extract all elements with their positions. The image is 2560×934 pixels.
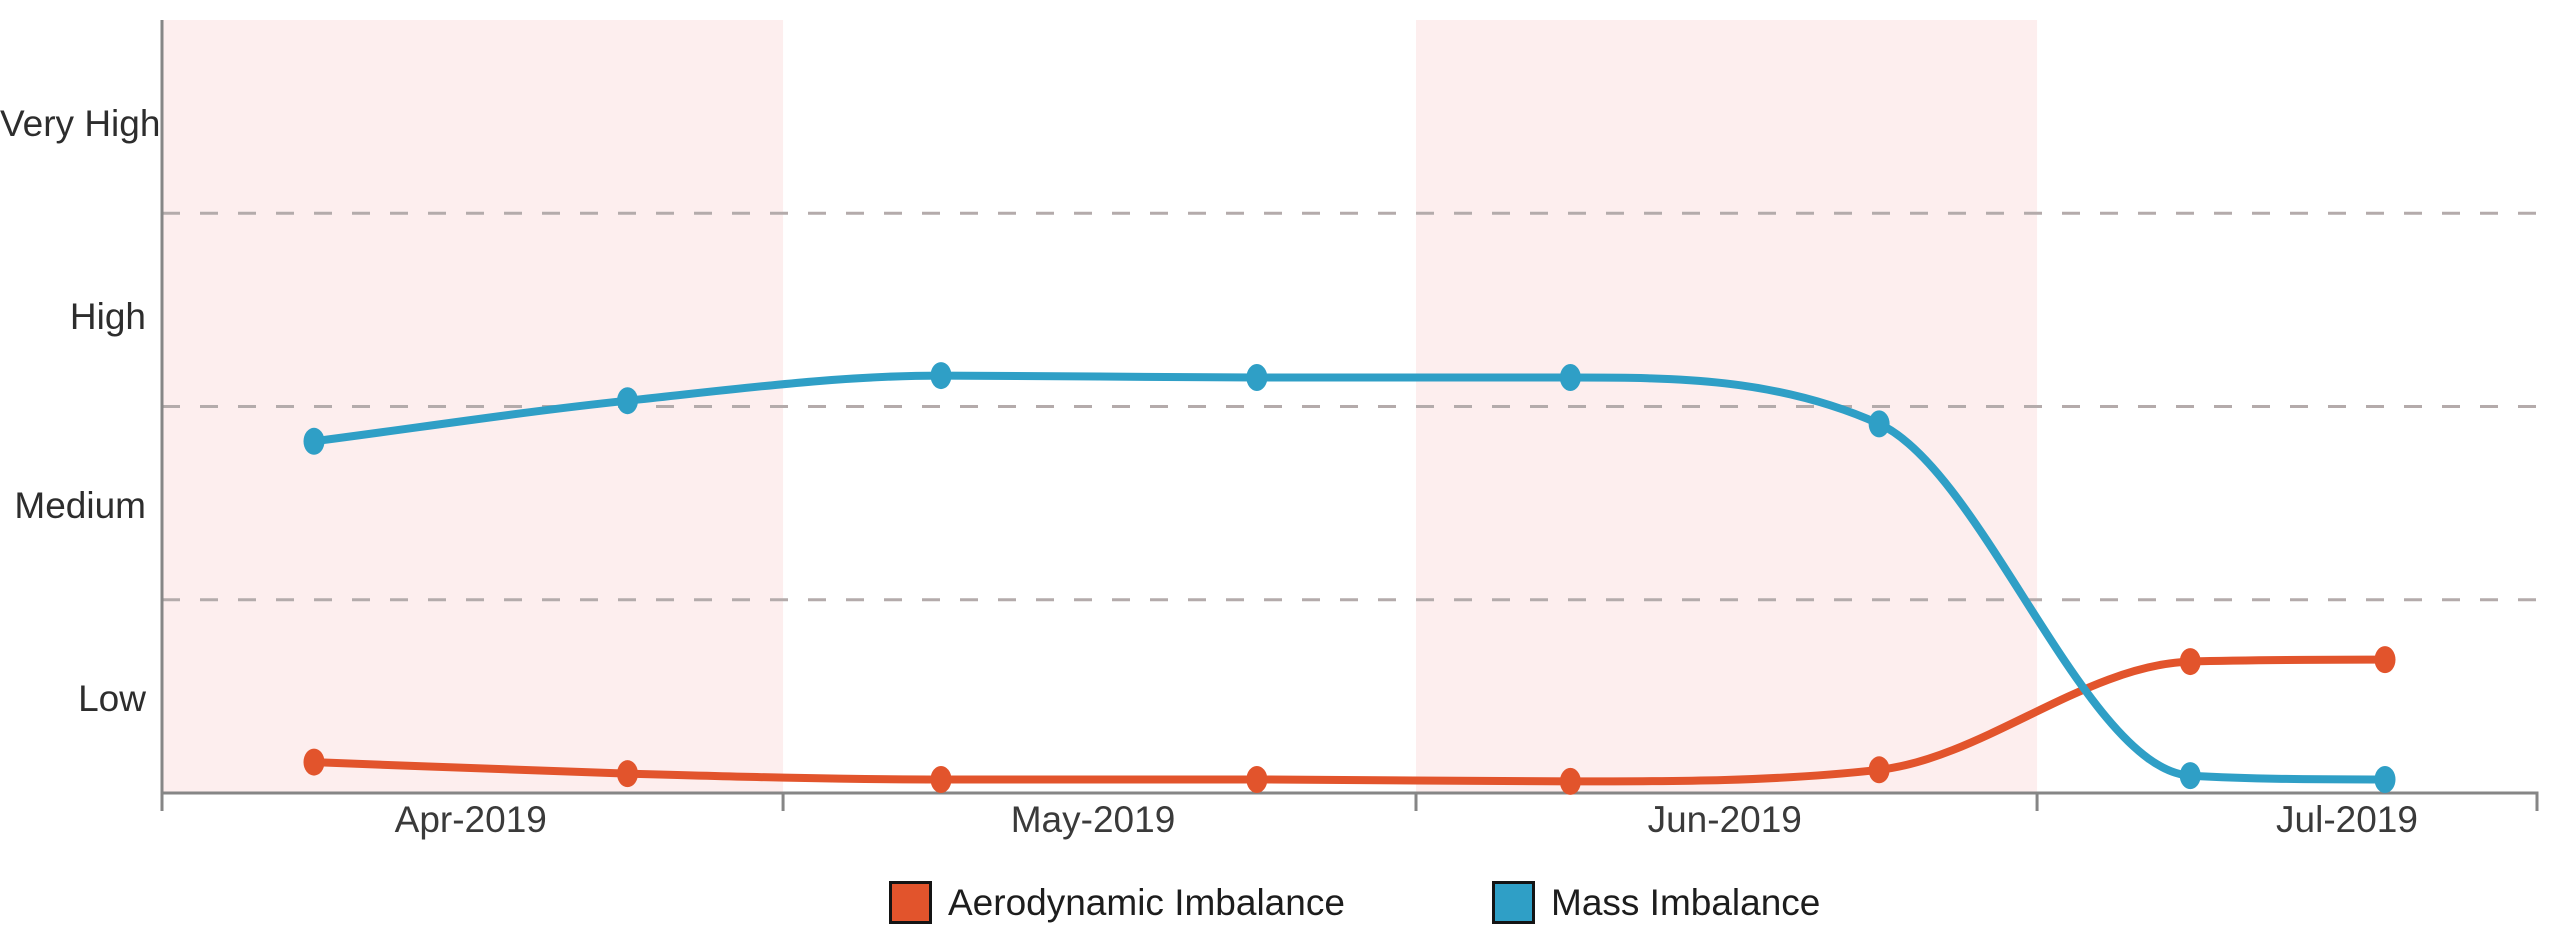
y-axis-label-very-high: Very High: [0, 103, 161, 145]
data-point-marker-mass-imbalance[interactable]: [2179, 762, 2201, 790]
y-axis-label-medium: Medium: [14, 485, 146, 527]
legend-swatch-mass-imbalance: [1492, 881, 1535, 924]
data-point-marker-aerodynamic-imbalance[interactable]: [1246, 765, 1268, 793]
data-point-marker-mass-imbalance[interactable]: [930, 362, 952, 390]
legend-label-mass-imbalance: Mass Imbalance: [1551, 881, 1821, 923]
data-point-marker-mass-imbalance[interactable]: [1868, 410, 1890, 438]
series-line-mass-imbalance: [310, 371, 2389, 784]
data-point-marker-aerodynamic-imbalance[interactable]: [1868, 756, 1890, 784]
x-axis-label-may-2019: May-2019: [1010, 799, 1176, 840]
data-point-marker-aerodynamic-imbalance[interactable]: [2179, 648, 2201, 676]
x-axis-label-jun-2019: Jun-2019: [1647, 799, 1802, 840]
legend-label-aerodynamic-imbalance: Aerodynamic Imbalance: [948, 881, 1345, 923]
data-point-marker-mass-imbalance[interactable]: [1246, 364, 1268, 392]
data-point-marker-aerodynamic-imbalance[interactable]: [2374, 646, 2396, 674]
data-point-marker-mass-imbalance[interactable]: [617, 387, 638, 415]
data-point-marker-mass-imbalance[interactable]: [303, 427, 325, 455]
x-axis-label-apr-2019: Apr-2019: [394, 799, 547, 840]
legend-swatch-aerodynamic-imbalance: [889, 881, 932, 924]
data-point-marker-aerodynamic-imbalance[interactable]: [1559, 767, 1581, 795]
data-point-marker-aerodynamic-imbalance[interactable]: [303, 748, 325, 776]
data-point-marker-mass-imbalance[interactable]: [1559, 364, 1581, 392]
legend-item-mass-imbalance[interactable]: Mass Imbalance: [1492, 881, 1820, 924]
data-point-marker-mass-imbalance[interactable]: [2374, 765, 2396, 793]
x-axis-label-jul-2019: Jul-2019: [2276, 799, 2418, 840]
y-axis-label-high: High: [69, 295, 146, 337]
data-point-marker-aerodynamic-imbalance[interactable]: [930, 765, 952, 793]
y-axis-label-low: Low: [78, 678, 146, 720]
data-point-marker-aerodynamic-imbalance[interactable]: [617, 760, 638, 788]
series-line-aerodynamic-imbalance: [310, 655, 2389, 786]
legend-item-aerodynamic-imbalance[interactable]: Aerodynamic Imbalance: [889, 881, 1345, 924]
